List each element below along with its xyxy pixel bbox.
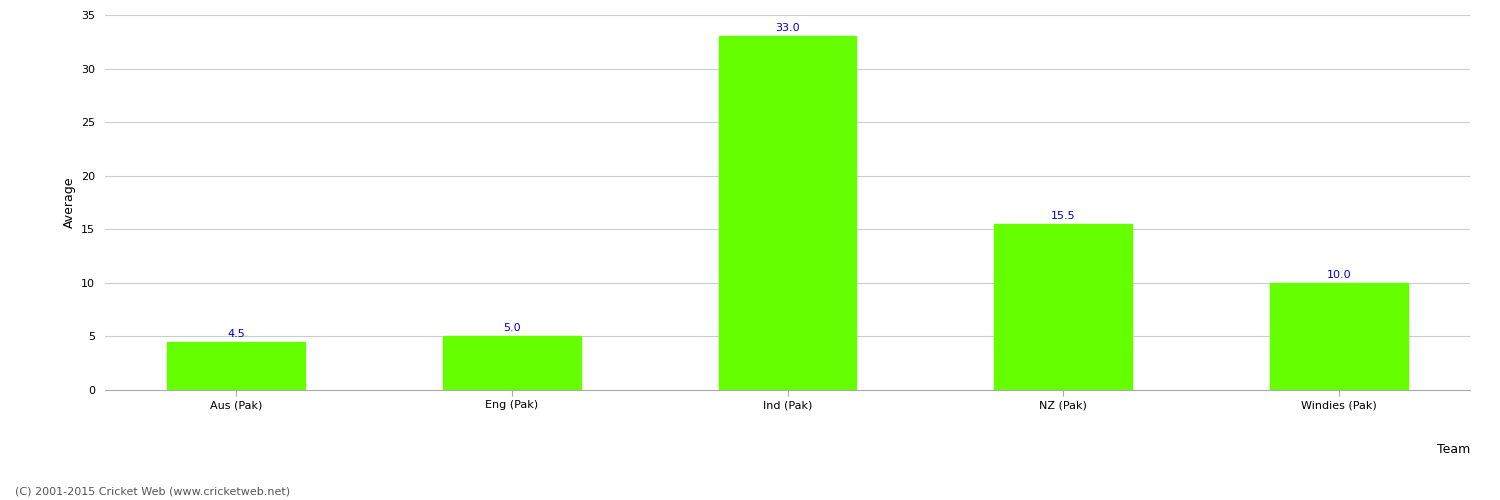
Text: Team: Team xyxy=(1437,443,1470,456)
Text: 10.0: 10.0 xyxy=(1326,270,1352,280)
Y-axis label: Average: Average xyxy=(63,177,75,228)
Bar xyxy=(442,336,580,390)
Text: 5.0: 5.0 xyxy=(503,323,520,333)
Text: 4.5: 4.5 xyxy=(226,328,244,338)
Text: 15.5: 15.5 xyxy=(1052,210,1076,220)
Bar xyxy=(166,342,304,390)
Text: (C) 2001-2015 Cricket Web (www.cricketweb.net): (C) 2001-2015 Cricket Web (www.cricketwe… xyxy=(15,487,290,497)
Bar xyxy=(718,36,856,390)
Text: 33.0: 33.0 xyxy=(776,23,800,33)
Bar xyxy=(994,224,1132,390)
Bar xyxy=(1270,283,1408,390)
